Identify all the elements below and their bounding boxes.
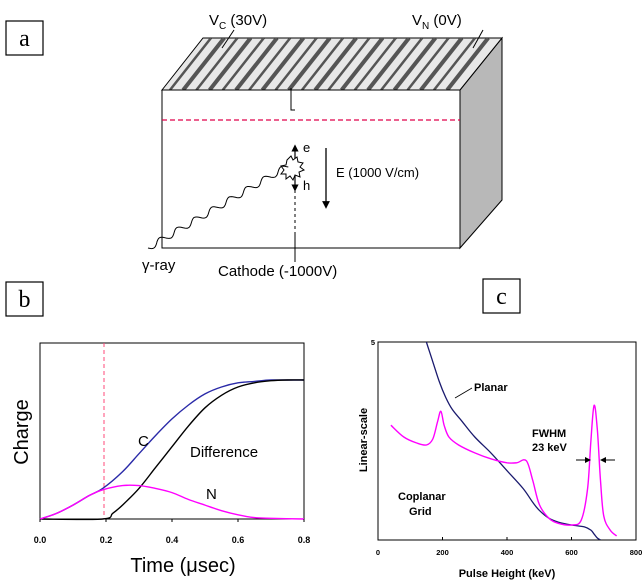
plot-b-x-title: Time (μsec) xyxy=(130,555,235,577)
plot-b-xtick-label: 0.4 xyxy=(166,535,179,545)
plot-c-xtick-label: 800 xyxy=(630,548,643,557)
panel-c-label-box xyxy=(482,278,521,314)
plot-c-ticks: 0 200 400 600 800 5 xyxy=(371,338,642,557)
plot-c-ytick-label: 5 xyxy=(371,338,375,347)
panel-b-label-box xyxy=(5,281,44,317)
panel-a: a VC (30V) VN (0V) e h E (1000 V/cm) γ-r… xyxy=(5,12,504,280)
grid-stripe xyxy=(353,38,397,90)
coplanar-grid-electrodes xyxy=(169,38,490,90)
plot-c-series-coplanar-grid xyxy=(390,404,618,537)
grid-stripe xyxy=(313,38,358,90)
panel-a-label-box xyxy=(5,20,44,56)
plot-c-series xyxy=(390,342,618,540)
grid-stripe xyxy=(366,38,411,90)
plot-c-y-title: Linear-scale xyxy=(358,408,370,472)
grid-stripe xyxy=(433,38,476,90)
vc-leader xyxy=(221,29,235,49)
plot-c-planar-leader xyxy=(454,387,473,399)
plot-b-series-difference xyxy=(39,379,305,521)
gamma-label: γ-ray xyxy=(142,257,176,274)
plot-b-y-title: Charge xyxy=(11,399,33,465)
grid-stripe xyxy=(301,38,344,90)
grid-stripe xyxy=(181,38,226,90)
grid-stripe xyxy=(287,38,332,90)
grid-stripe xyxy=(234,38,279,90)
grid-stripe xyxy=(221,38,265,90)
plot-b-series xyxy=(39,379,305,521)
panel-b-letter: b xyxy=(19,287,31,313)
vc-label: VC (30V) xyxy=(209,12,267,32)
collection-path xyxy=(290,88,295,111)
plot-b-label-c: C xyxy=(138,433,149,450)
grid-stripe xyxy=(195,38,239,90)
grid-stripe xyxy=(445,38,490,90)
grid-stripe xyxy=(248,38,292,90)
grid-stripe xyxy=(260,38,305,90)
plot-b-xtick-label: 0.2 xyxy=(100,535,113,545)
plot-b-xtick-label: 0.8 xyxy=(298,535,311,545)
grid-stripe xyxy=(327,38,371,90)
plot-b-series-n xyxy=(39,484,305,520)
plot-c-xtick-label: 0 xyxy=(376,548,380,557)
gamma-ray-path xyxy=(147,165,289,250)
detector-front-face xyxy=(161,89,461,249)
field-label: E (1000 V/cm) xyxy=(336,165,419,180)
panel-b: b 0.0 0.2 0.4 0.6 0.8 Charge Time (μsec) C D… xyxy=(5,281,311,577)
grid-stripe xyxy=(406,38,450,90)
plot-b-frame xyxy=(39,342,305,520)
grid-stripe xyxy=(419,38,464,90)
grid-stripe xyxy=(392,38,437,90)
plot-b-label-difference: Difference xyxy=(190,444,258,461)
plot-c-xtick-label: 200 xyxy=(436,548,449,557)
plot-b-xtick-label: 0.6 xyxy=(232,535,245,545)
vn-label: VN (0V) xyxy=(412,12,462,32)
grid-stripe xyxy=(208,38,253,90)
plot-c-label-fwhm: FWHM xyxy=(532,428,566,440)
grid-stripe xyxy=(340,38,385,90)
plot-c-series-planar xyxy=(425,342,601,540)
vn-leader xyxy=(472,29,484,49)
plot-c-x-title: Pulse Height (keV) xyxy=(459,568,556,580)
hole-label: h xyxy=(303,178,310,193)
plot-c-label-grid: Grid xyxy=(409,506,432,518)
panel-a-letter: a xyxy=(19,26,30,52)
grid-stripe xyxy=(380,38,424,90)
electron-label: e xyxy=(303,140,310,155)
plot-c-xtick-label: 400 xyxy=(501,548,514,557)
detector-block xyxy=(160,36,504,250)
grid-stripe xyxy=(169,38,212,90)
plot-b-label-n: N xyxy=(206,486,217,503)
plot-c-label-fwhm-value: 23 keV xyxy=(532,442,568,454)
plot-c-label-coplanar: Coplanar xyxy=(398,491,446,503)
plot-c-frame xyxy=(377,341,637,541)
cathode-label: Cathode (-1000V) xyxy=(218,263,337,280)
panel-c-letter: c xyxy=(496,284,507,310)
grid-stripe xyxy=(274,38,318,90)
plot-c-label-planar: Planar xyxy=(474,382,508,394)
plot-c-xtick-label: 600 xyxy=(565,548,578,557)
panel-c: c 0 200 400 600 800 5 Linear-scale Pulse Heig… xyxy=(358,278,642,580)
interaction-burst xyxy=(280,155,306,182)
plot-b-ticks: 0.0 0.2 0.4 0.6 0.8 xyxy=(34,519,311,545)
plot-b-xtick-label: 0.0 xyxy=(34,535,47,545)
